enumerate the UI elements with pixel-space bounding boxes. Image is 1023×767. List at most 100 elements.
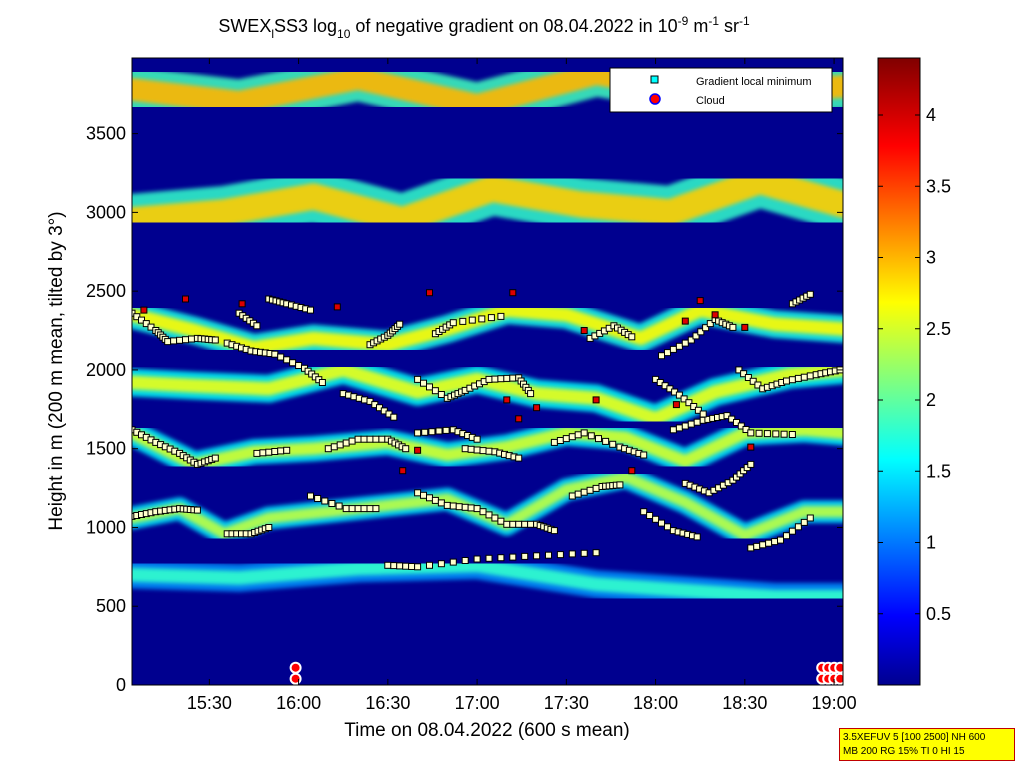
gradient-minimum-point	[503, 374, 511, 382]
gradient-minimum-point	[449, 558, 457, 566]
gradient-minimum-point	[702, 324, 710, 332]
gradient-minimum-point	[277, 447, 285, 455]
x-tick-label: 15:30	[187, 693, 232, 713]
gradient-minimum-point	[491, 514, 499, 522]
gradient-minimum-point	[533, 552, 541, 560]
gradient-minimum-point	[592, 549, 600, 557]
colorbar	[877, 57, 921, 686]
gradient-minimum-point	[283, 446, 291, 454]
gradient-minimum-point	[574, 490, 582, 498]
gradient-minimum-point	[396, 320, 404, 328]
gradient-minimum-point	[687, 336, 695, 344]
gradient-minimum-point	[747, 429, 755, 437]
surface-cloud-marker	[834, 661, 843, 674]
gradient-minimum-point	[402, 562, 410, 570]
colorbar-tick-label: 3	[926, 248, 936, 268]
gradient-minimum-point	[390, 562, 398, 570]
gradient-minimum-point	[491, 375, 499, 383]
colorbar-tick-label: 1.5	[926, 461, 951, 481]
gradient-minimum-point	[461, 445, 469, 453]
gradient-minimum-point	[487, 314, 495, 322]
x-tick-label: 18:30	[722, 693, 767, 713]
gradient-minimum-point	[669, 426, 677, 434]
gradient-minimum-point	[271, 350, 279, 358]
gradient-minimum-point	[479, 447, 487, 455]
gradient-minimum-point	[503, 520, 511, 528]
gradient-minimum-point	[669, 345, 677, 353]
gradient-minimum-point	[354, 505, 362, 513]
gradient-minimum-point	[479, 508, 487, 516]
gradient-minimum-point	[437, 391, 445, 398]
gradient-minimum-point	[497, 375, 505, 383]
cloud-point	[747, 443, 755, 451]
plot-frame	[131, 57, 844, 686]
gradient-minimum-point	[360, 505, 368, 513]
x-tick-label: 18:00	[633, 693, 678, 713]
gradient-minimum-point	[253, 449, 261, 457]
gradient-minimum-point	[556, 551, 564, 559]
gradient-minimum-point	[421, 428, 429, 436]
gradient-minimum-point	[295, 362, 303, 369]
gradient-minimum-point	[753, 542, 761, 550]
gradient-minimum-point	[307, 306, 314, 314]
gradient-minimum-point	[265, 524, 273, 531]
gradient-minimum-point	[408, 563, 416, 570]
x-axis-label: Time on 08.04.2022 (600 s mean)	[344, 720, 630, 741]
gradient-minimum-point	[277, 353, 285, 361]
cloud-point	[414, 446, 422, 454]
gradient-minimum-point	[681, 339, 689, 347]
cloud-point	[681, 317, 689, 325]
y-tick-label: 2500	[86, 281, 126, 301]
surface-cloud-marker	[289, 661, 302, 674]
gradient-minimum-point	[467, 504, 475, 512]
chart-title: SWEXlSS3 log10 of negative gradient on 0…	[218, 14, 750, 41]
gradient-minimum-point	[420, 379, 427, 387]
gradient-minimum-point	[777, 536, 784, 544]
gradient-minimum-point	[314, 495, 322, 502]
gradient-minimum-point	[414, 563, 422, 571]
gradient-minimum-point	[348, 437, 356, 445]
y-tick-label: 500	[96, 596, 126, 616]
gradient-minimum-point	[509, 374, 517, 382]
gradient-minimum-point	[372, 435, 380, 443]
gradient-minimum-point	[259, 449, 267, 457]
gradient-minimum-point	[772, 430, 780, 438]
gradient-minimum-point	[788, 376, 796, 384]
gradient-minimum-point	[692, 332, 700, 340]
cloud-marker-icon	[649, 93, 661, 105]
gradient-minimum-point	[747, 544, 755, 552]
gradient-minimum-point	[687, 420, 695, 428]
gradient-minimum-point	[307, 492, 314, 500]
cloud-point	[515, 415, 523, 423]
gradient-minimum-point	[459, 317, 467, 325]
x-tick-label: 16:30	[365, 693, 410, 713]
gradient-minimum-point	[271, 448, 279, 455]
cloud-point	[238, 300, 246, 308]
y-axis-label: Height in m (200 m mean, tilted by 3°)	[46, 211, 67, 530]
cloud-point	[592, 396, 600, 404]
legend-entry-gradient-minimum: Gradient local minimum	[696, 76, 812, 88]
gradient-minimum-point	[586, 486, 594, 494]
gradient-minimum-point	[806, 514, 814, 522]
gradient-minimum-point	[806, 290, 814, 298]
colorbar-tick-label: 3.5	[926, 176, 951, 196]
gradient-minimum-point	[211, 454, 219, 462]
gradient-minimum-point	[467, 445, 475, 453]
gradient-minimum-point	[473, 435, 481, 443]
gradient-minimum-point	[455, 503, 463, 511]
gradient-minimum-point	[342, 505, 350, 513]
gradient-minimum-point	[354, 435, 362, 443]
colorbar-ticks: 0.5 1 1.5 2 2.5 3 3.5 4	[878, 105, 951, 624]
gradient-minimum-point	[580, 549, 588, 557]
gradient-minimum-point	[744, 374, 752, 381]
cloud-point	[696, 297, 704, 305]
gradient-minimum-point	[788, 431, 796, 438]
gradient-minimum-point	[628, 333, 636, 341]
y-tick-label: 1500	[86, 439, 126, 459]
gradient-minimum-point	[321, 497, 329, 505]
surface-cloud-marker	[834, 672, 843, 685]
cloud-point	[333, 303, 341, 311]
gradient-minimum-point	[580, 488, 588, 496]
gradient-minimum-point	[414, 489, 422, 497]
gradient-minimum-point	[602, 437, 610, 445]
